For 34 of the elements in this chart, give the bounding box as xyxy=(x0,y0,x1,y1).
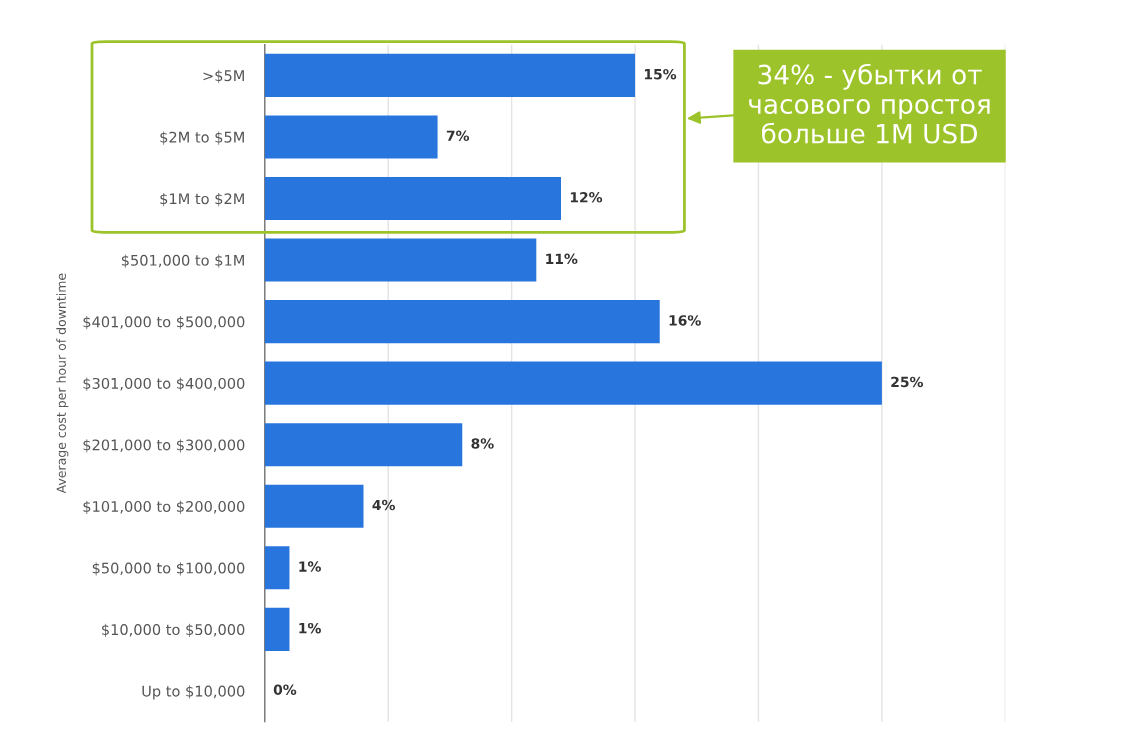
y-tick-label: $10,000 to $50,000 xyxy=(102,623,245,638)
annotation: 34% - убытки от часового простоя больше 1M USD xyxy=(749,63,990,144)
data-label: 8% xyxy=(471,438,494,449)
y-tick-label: $1M to $2M xyxy=(160,192,244,207)
y-tick-label: >$5M xyxy=(203,69,244,84)
bar xyxy=(264,546,290,590)
data-label: 12% xyxy=(570,192,603,203)
y-tick-label: $101,000 to $200,000 xyxy=(83,500,245,514)
bar xyxy=(264,484,364,528)
bar xyxy=(264,115,438,159)
bar xyxy=(264,423,463,467)
data-label: 25% xyxy=(891,376,924,388)
y-tick-label: $50,000 to $100,000 xyxy=(92,562,245,576)
data-label: 7% xyxy=(446,130,470,141)
y-axis-title: Average cost per hour of downtime xyxy=(56,273,69,494)
y-tick-label: $301,000 to $400,000 xyxy=(83,377,245,391)
data-label: 1% xyxy=(299,622,321,634)
bar xyxy=(264,361,882,405)
data-label: 1% xyxy=(299,561,321,572)
bar xyxy=(264,300,660,344)
y-tick-label: $401,000 to $500,000 xyxy=(83,316,245,330)
data-label: 16% xyxy=(669,315,701,326)
data-label: 4% xyxy=(372,499,395,511)
y-tick-label: $201,000 to $300,000 xyxy=(83,439,245,453)
bar xyxy=(264,53,636,97)
data-label: 15% xyxy=(644,68,677,80)
data-label: 0% xyxy=(273,684,297,695)
bar xyxy=(264,607,290,651)
y-tick-label: $2M to $5M xyxy=(160,131,244,145)
y-tick-label: $501,000 to $1M xyxy=(121,254,244,268)
bar xyxy=(264,238,537,282)
bar xyxy=(264,176,561,221)
y-tick-label: Up to $10,000 xyxy=(142,685,245,700)
data-label: 11% xyxy=(546,253,578,265)
